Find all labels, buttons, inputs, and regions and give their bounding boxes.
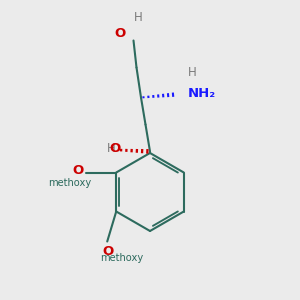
Text: H: H <box>134 11 142 24</box>
Text: H: H <box>188 67 196 80</box>
Text: H: H <box>107 142 116 155</box>
Text: O: O <box>103 245 114 258</box>
Text: O: O <box>73 164 84 178</box>
Text: O: O <box>114 27 126 40</box>
Text: NH₂: NH₂ <box>188 86 216 100</box>
Text: methoxy: methoxy <box>100 253 144 263</box>
Text: O: O <box>110 142 121 155</box>
Text: methoxy: methoxy <box>48 178 92 188</box>
